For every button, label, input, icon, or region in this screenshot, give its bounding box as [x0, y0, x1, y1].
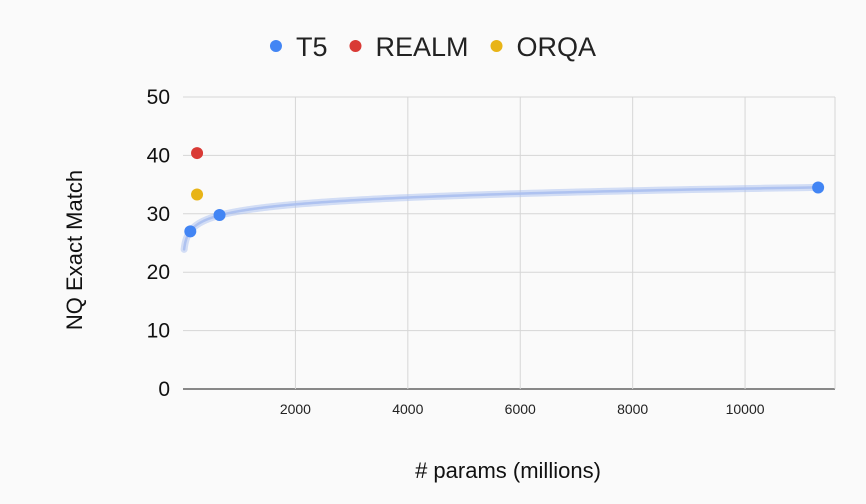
- legend-item-orqa: ORQA: [490, 32, 597, 62]
- data-points: [184, 147, 825, 238]
- x-tick-label: 4000: [392, 401, 423, 417]
- x-tick-label: 6000: [505, 401, 536, 417]
- data-point-orqa: [191, 188, 204, 201]
- y-tick-label: 20: [147, 261, 170, 284]
- y-tick-label: 30: [147, 203, 170, 226]
- legend-item-t5: T5: [269, 32, 328, 62]
- x-axis-title: # params (millions): [415, 458, 601, 483]
- x-tick-label: 10000: [726, 401, 765, 417]
- y-tick-label: 0: [158, 378, 170, 401]
- data-point-t5: [812, 181, 825, 194]
- data-point-t5: [184, 225, 197, 238]
- y-axis-title: NQ Exact Match: [62, 170, 87, 330]
- legend-marker: [269, 40, 282, 52]
- x-axis-ticks: 2000 4000 6000 8000 10000: [280, 401, 765, 417]
- legend-label: REALM: [375, 32, 468, 62]
- y-axis-ticks: 0 10 20 30 40 50: [147, 86, 170, 401]
- legend-marker: [349, 40, 362, 52]
- chart-grid: [183, 96, 836, 390]
- y-tick-label: 50: [147, 86, 170, 109]
- trendline-layer: [180, 183, 822, 253]
- data-point-realm: [191, 147, 204, 160]
- legend-label: T5: [296, 32, 328, 62]
- trendline: [182, 186, 820, 251]
- legend-marker: [490, 40, 503, 52]
- data-point-t5: [213, 208, 226, 221]
- legend-item-realm: REALM: [349, 32, 469, 62]
- x-tick-label: 2000: [280, 401, 311, 417]
- legend-label: ORQA: [517, 32, 597, 62]
- y-tick-label: 10: [147, 320, 170, 343]
- chart-legend: T5 REALM ORQA: [269, 32, 597, 62]
- x-tick-label: 8000: [617, 401, 648, 417]
- trendline-glow: [180, 183, 822, 253]
- y-tick-label: 40: [147, 144, 170, 167]
